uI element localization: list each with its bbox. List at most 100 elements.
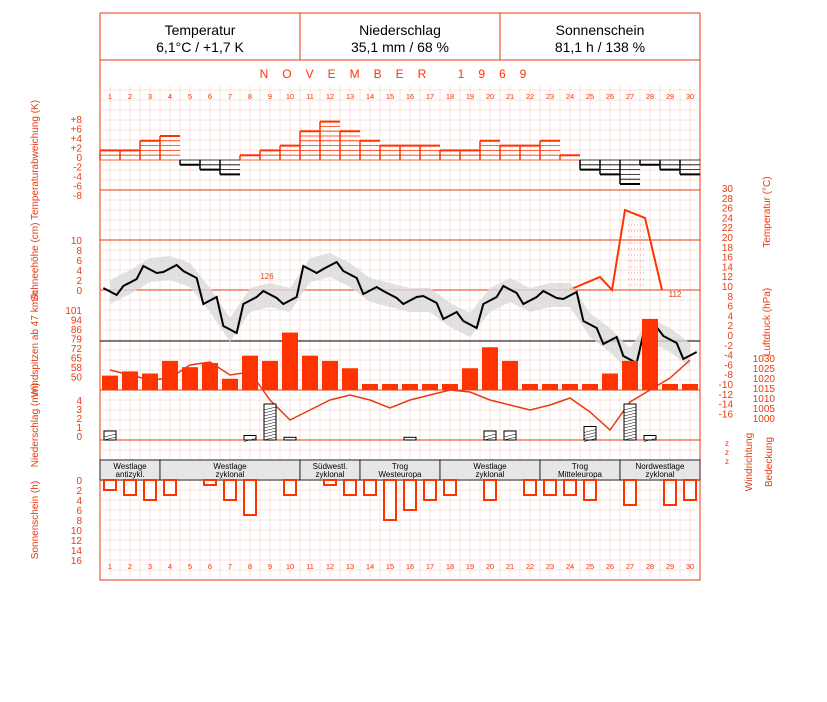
day-label: 8: [248, 562, 252, 571]
wind-gust-bar: [322, 360, 338, 390]
pressure-tick: 1005: [753, 404, 776, 415]
pressure-tick: 1025: [753, 364, 776, 375]
sun-tick: 12: [71, 536, 83, 547]
sun-tick: 10: [71, 526, 83, 537]
weather-type-row: Westlageantizykl.WestlagezyklonalSüdwest…: [99, 459, 701, 481]
temp-tick: 20: [722, 233, 734, 244]
wind-gust-bar: [282, 332, 298, 390]
sunshine-bar: [543, 479, 557, 496]
day-label: 15: [386, 92, 394, 101]
precipitation-hatch: [583, 435, 597, 439]
right-axes: 302826242220181614121086420-2-4-6-8-10-1…: [719, 176, 776, 491]
weather-type-label: zyklonal: [216, 470, 245, 479]
day-label: 22: [526, 92, 534, 101]
pressure-axis-label: Luftdruck (hPa): [762, 288, 773, 356]
wind-tick: 58: [71, 363, 83, 374]
precipitation-hatch: [263, 433, 277, 438]
precipitation-hatch: [623, 406, 637, 411]
day-label: 12: [326, 562, 334, 571]
temp-tick: -8: [724, 370, 733, 381]
precip-tick: 1: [76, 423, 82, 434]
precipitation-hatch: [623, 409, 637, 414]
day-label: 27: [626, 562, 634, 571]
weather-type-label: Westlage: [113, 462, 147, 471]
wind-tick: 72: [71, 344, 83, 355]
sunshine-bar: [563, 479, 577, 496]
day-labels-top: 1 2 3 4 5 6 7 8 9 10 11 12 13 14 15 16 17 18 19 20 21 22 23 24 2…: [108, 92, 694, 101]
weather-type-label: Westeuropa: [379, 470, 423, 479]
wind-gust-bar: [562, 384, 578, 390]
temp-dev-tick: +8: [71, 115, 83, 126]
wind-dir-tick: z: [725, 457, 729, 466]
temp-tick: 24: [722, 213, 734, 224]
wind-gust-bar: [502, 360, 518, 390]
precipitation-hatch: [623, 424, 637, 429]
day-label: 13: [346, 562, 354, 571]
wind-gust-bar: [482, 347, 498, 390]
precipitation-hatch: [103, 436, 117, 441]
day-label: 15: [386, 562, 394, 571]
wind-direction-axis-label: Windrichtung: [744, 433, 755, 491]
temp-tick: 12: [722, 272, 734, 283]
precipitation-hatch: [263, 430, 277, 435]
wind-gust-bar: [642, 318, 658, 390]
precipitation-hatch: [483, 436, 497, 441]
precipitation-hatch: [583, 438, 597, 442]
temp-tick: 30: [722, 184, 734, 195]
precipitation-hatch: [623, 427, 637, 432]
wind-gust-bar: [102, 375, 118, 390]
wind-tick: 86: [71, 325, 83, 336]
wind-gust-bar: [382, 384, 398, 390]
temp-tick: -4: [724, 351, 733, 362]
sunshine-bar: [223, 479, 237, 501]
weather-type-label: Trog: [392, 462, 408, 471]
sunshine-bar: [663, 479, 677, 506]
day-label: 17: [426, 562, 434, 571]
temp-dev-axis-label: Temperaturabweichung (K): [30, 100, 41, 220]
precipitation-hatch: [583, 432, 597, 436]
wind-gust-bar: [362, 384, 378, 390]
day-label: 4: [168, 562, 172, 571]
weather-type-label: antizykl.: [116, 470, 145, 479]
day-label: 2: [128, 92, 132, 101]
precipitation-hatch: [623, 415, 637, 420]
day-label: 4: [168, 92, 172, 101]
day-label: 11: [306, 562, 314, 571]
temp-tick: 16: [722, 253, 734, 264]
snow-112-label: 112: [669, 290, 682, 299]
pressure-tick: 1000: [753, 414, 776, 425]
temp-dev-tick: +2: [71, 144, 83, 155]
temp-tick: 26: [722, 204, 734, 215]
wind-gust-bar: [462, 368, 478, 390]
day-label: 8: [248, 92, 252, 101]
wind-tick: 101: [65, 306, 82, 317]
wind-gust-bar: [622, 360, 638, 390]
day-label: 17: [426, 92, 434, 101]
precipitation-hatch: [263, 424, 277, 429]
snow-tick: 6: [76, 256, 82, 267]
precipitation-bar: [243, 435, 257, 441]
sunshine-bar: [243, 479, 257, 516]
temp-tick: 0: [727, 331, 733, 342]
day-label: 30: [686, 562, 694, 571]
sunshine-bar: [123, 479, 137, 496]
snow-tick: 8: [76, 246, 82, 257]
precipitation-bar: [283, 436, 297, 441]
day-label: 21: [506, 92, 514, 101]
wind-gust-bar: [202, 363, 218, 390]
wind-gust-bar: [402, 384, 418, 390]
weather-type-label: Westlage: [213, 462, 247, 471]
wind-gust-bar: [522, 384, 538, 390]
precipitation-hatch: [623, 418, 637, 423]
weather-type-label: zyklonal: [646, 470, 675, 479]
sunshine-bar: [323, 479, 337, 486]
day-label: 23: [546, 562, 554, 571]
wind-tick: 65: [71, 354, 83, 365]
wind-gust-bar: [142, 373, 158, 390]
sunshine-bar: [163, 479, 177, 496]
temp-dev-tick: 0: [76, 153, 82, 164]
precipitation-hatch: [243, 438, 257, 442]
day-labels-bottom: 1 2 3 4 5 6 7 8 9 10 11 12 13 14 15 16 17 18 19 20 21 22 23 24 2…: [108, 562, 694, 571]
precipitation-hatch: [623, 421, 637, 426]
